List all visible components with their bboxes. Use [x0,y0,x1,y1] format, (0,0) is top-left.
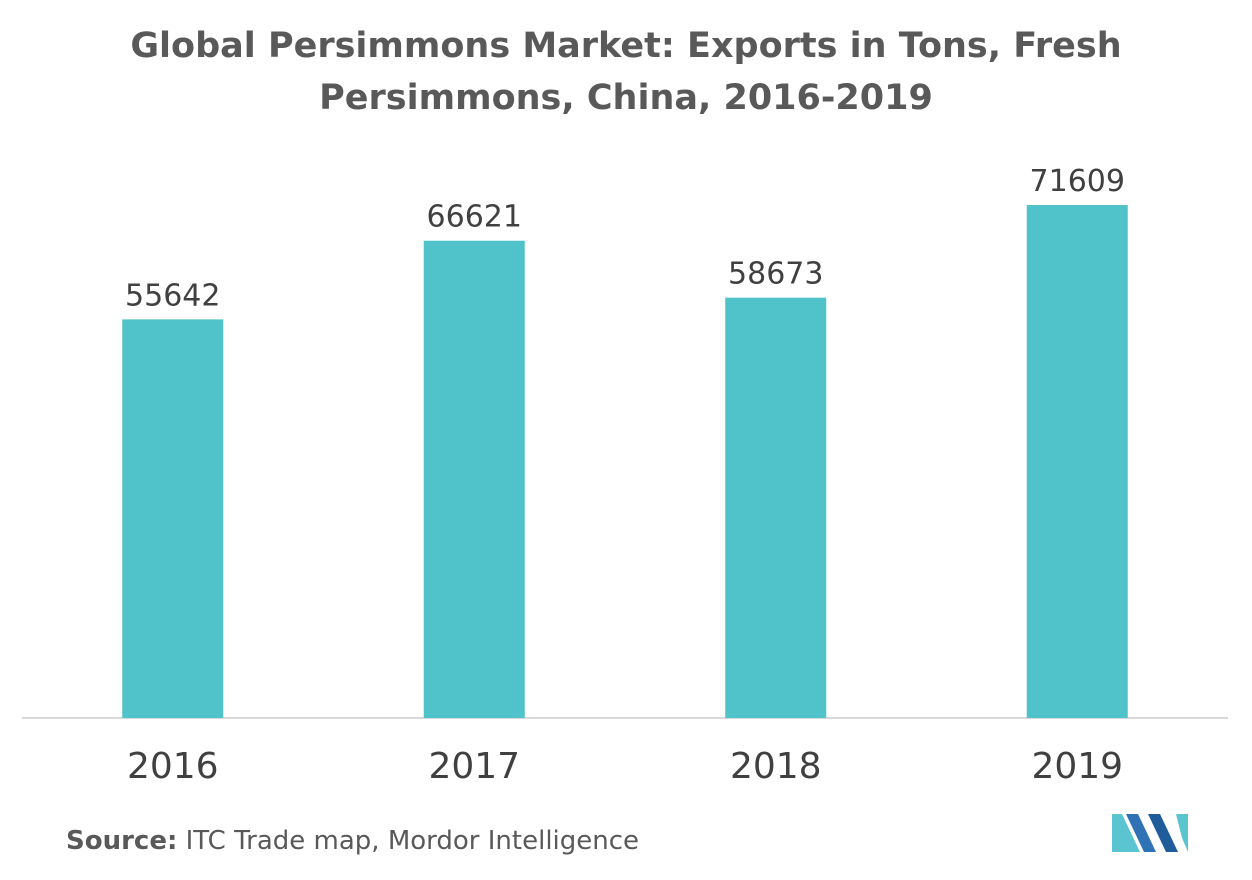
bar-2018 [725,297,827,718]
data-label-2016: 55642 [125,278,220,313]
source-text: ITC Trade map, Mordor Intelligence [177,826,640,856]
source-label: Source: [66,826,178,856]
data-label-2017: 66621 [427,200,522,235]
source-note: Source: ITC Trade map, Mordor Intelligen… [66,826,639,856]
x-tick-label-2017: 2017 [428,746,520,787]
x-tick-label-2019: 2019 [1031,746,1123,787]
logo-shape-left [1112,814,1140,852]
logo-shape-edge [1176,814,1188,852]
mordor-intelligence-logo-icon [1112,814,1188,852]
logo-shape-middle [1126,814,1156,852]
data-label-2018: 58673 [728,257,823,292]
chart-title-line-1: Global Persimmons Market: Exports in Ton… [130,26,1122,66]
logo-shape-right [1148,814,1178,852]
chart-title-line-2: Persimmons, China, 2016-2019 [319,78,933,118]
bar-2017 [423,240,525,718]
bar-2019 [1026,205,1128,718]
bar-2016 [122,319,224,718]
chart-title: Global Persimmons Market: Exports in Ton… [0,20,1252,124]
x-tick-label-2018: 2018 [730,746,822,787]
data-label-2019: 71609 [1030,164,1125,199]
x-tick-label-2016: 2016 [127,746,219,787]
